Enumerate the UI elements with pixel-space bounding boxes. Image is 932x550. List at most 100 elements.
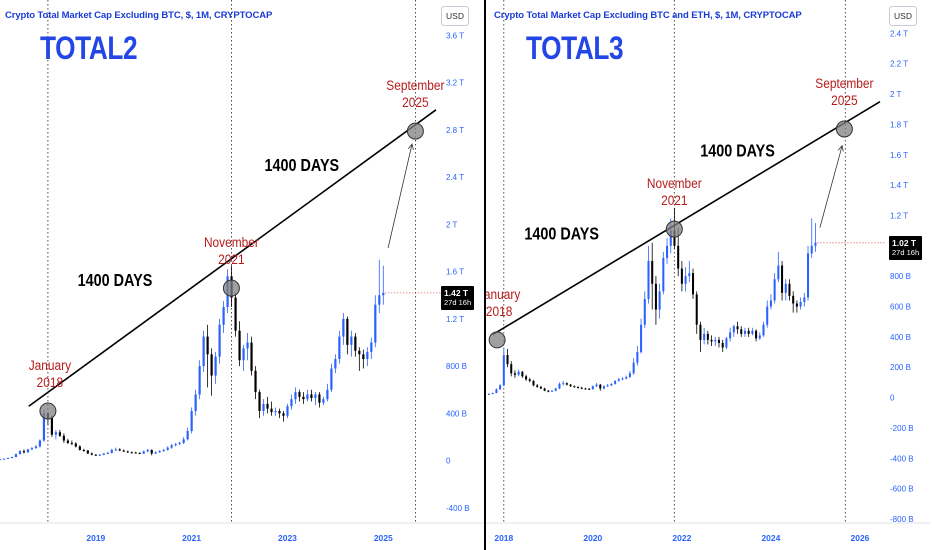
candle-body [10, 457, 14, 459]
candle-body [54, 432, 57, 435]
candle-body [688, 273, 691, 277]
currency-button[interactable]: USD [889, 6, 917, 26]
candle-body [588, 388, 591, 390]
panel-divider [484, 0, 486, 550]
candle-body [810, 245, 813, 254]
event-label-year: 2025 [402, 94, 428, 110]
candle-body [584, 388, 587, 390]
total2-chart-panel: 3.6 T 3.2 T 2.8 T 2.4 T 2 T 1.6 T 1.2 T 800 B 40… [0, 0, 484, 543]
candle-body [254, 370, 257, 393]
candle-body [374, 304, 377, 343]
y-tick-label: 2 T [446, 220, 458, 229]
candle-body [621, 378, 624, 380]
x-tick-label: 2020 [583, 533, 602, 543]
candle-body [250, 342, 253, 371]
candle-body [270, 408, 273, 413]
candle-body [362, 354, 365, 360]
candle-body [610, 383, 613, 386]
candle-body [573, 386, 576, 388]
candle-body [632, 362, 635, 374]
candle-body [318, 394, 321, 403]
x-tick-label: 2018 [494, 533, 513, 543]
candle-body [803, 297, 806, 302]
candle-body [773, 279, 776, 301]
candle-body [680, 268, 683, 284]
x-tick-label: 2022 [672, 533, 691, 543]
y-tick-label: 2 T [890, 90, 902, 99]
candle-body [640, 324, 643, 353]
x-tick-label: 2019 [86, 533, 105, 543]
candle-body [282, 413, 285, 416]
candle-body [747, 330, 750, 334]
candle-body [677, 245, 680, 269]
event-label-year: 2021 [661, 192, 687, 208]
y-tick-label: -400 B [446, 504, 470, 513]
candle-body [525, 376, 528, 380]
candle-body [699, 324, 702, 340]
candle-body [743, 330, 746, 334]
candle-body [636, 352, 639, 363]
candle-body [154, 452, 157, 454]
highlight-circle [665, 220, 683, 238]
candle-body [562, 383, 565, 385]
candle-body [290, 399, 293, 407]
candle-body [102, 453, 105, 455]
candle-body [42, 413, 46, 441]
candle-body [50, 418, 54, 435]
trendline [492, 100, 881, 336]
chart-title: Crypto Total Market Cap Excluding BTC an… [494, 10, 802, 21]
candle-body [206, 336, 209, 355]
x-tick-label: 2023 [278, 533, 297, 543]
candle-body [178, 442, 181, 445]
candle-body [643, 298, 646, 325]
event-label-month: September [815, 75, 874, 91]
candle-body [174, 444, 177, 446]
y-tick-label: 2.4 T [890, 29, 908, 38]
candle-body [314, 394, 317, 398]
projection-arrow [387, 143, 413, 249]
candle-body [330, 368, 333, 390]
candle-body [358, 350, 361, 355]
candle-body [554, 388, 557, 391]
candle-body [595, 384, 598, 387]
candle-body [792, 295, 795, 304]
candle-body [539, 386, 542, 389]
candle-body [190, 410, 193, 432]
candle-body [354, 336, 357, 351]
event-label-month: September [386, 77, 445, 93]
candle-body [510, 364, 513, 374]
candle-body [274, 410, 277, 413]
candle-body [532, 380, 535, 386]
candle-body [202, 336, 205, 367]
candle-body [262, 403, 265, 411]
candle-body [517, 371, 520, 375]
trendline [28, 109, 437, 407]
current-price-value: 1.02 T [892, 237, 917, 248]
candle-body [106, 452, 109, 454]
candle-body [0, 459, 2, 461]
candle-body [795, 303, 798, 307]
candle-body [162, 449, 165, 452]
candle-body [513, 373, 516, 375]
candle-body [658, 291, 661, 310]
candle-body [370, 342, 373, 352]
candle-body [310, 394, 313, 398]
ticker-label: TOTAL3 [526, 30, 624, 66]
candle-body [258, 392, 261, 411]
candle-body [110, 449, 113, 453]
candle-body [736, 326, 739, 330]
candle-body [114, 449, 117, 451]
candle-body [799, 301, 802, 307]
highlight-circle [39, 402, 57, 420]
candle-body [506, 355, 509, 365]
event-label-month: January [486, 286, 521, 302]
current-price-value: 1.42 T [444, 287, 469, 298]
candle-body [502, 355, 505, 386]
candle-body [62, 435, 65, 441]
candle-body [769, 300, 772, 307]
chart-title: Crypto Total Market Cap Excluding BTC, $… [5, 10, 273, 21]
x-tick-label: 2025 [374, 533, 393, 543]
candle-body [238, 330, 241, 361]
y-tick-label: 0 [446, 457, 451, 466]
currency-button[interactable]: USD [441, 6, 469, 26]
